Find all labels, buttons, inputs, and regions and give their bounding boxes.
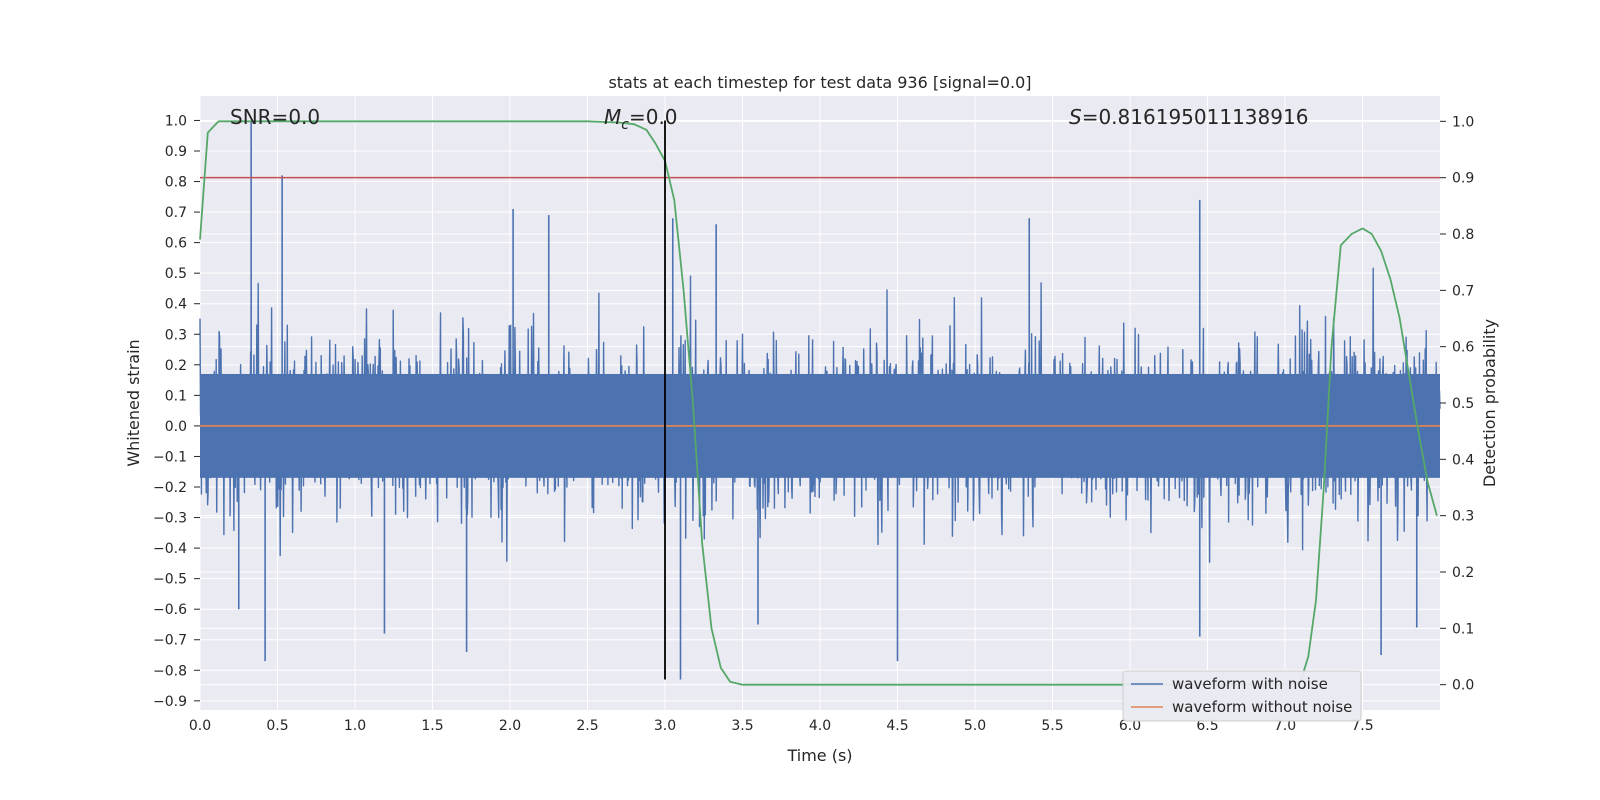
snr-annotation-prefix: SNR= (230, 105, 288, 129)
x-tick-label: 4.0 (809, 718, 831, 734)
x-tick-label: 2.5 (576, 718, 598, 734)
y-tick-label: −0.5 (153, 572, 187, 588)
y-tick-label: −0.3 (153, 511, 187, 527)
y2-tick-label: 0.0 (1452, 678, 1474, 694)
detection-probability-line (199, 120, 1438, 686)
x-tick-label: 0.5 (266, 718, 288, 734)
legend-label-clean: waveform without noise (1172, 698, 1352, 716)
x-tick-label: 1.5 (421, 718, 443, 734)
y2-tick-label: 0.6 (1452, 340, 1474, 356)
y2-tick-label: 0.4 (1452, 452, 1474, 468)
y2-axis-label: Detection probability (1480, 319, 1499, 487)
y2-tick-label: 0.9 (1452, 171, 1474, 187)
x-tick-label: 4.5 (886, 718, 908, 734)
y-tick-label: 0.9 (165, 144, 187, 160)
x-axis-label: Time (s) (786, 746, 852, 765)
y-tick-label: −0.1 (153, 449, 187, 465)
y-tick-label: 0.2 (165, 358, 187, 374)
s-annotation: S=0.816195011138916 (1069, 105, 1308, 129)
y-tick-label: 0.3 (165, 327, 187, 343)
mc-annotation-subscript: c (621, 117, 629, 133)
x-tick-label: 6.5 (1196, 718, 1218, 734)
y-tick-label: 0.5 (165, 266, 187, 282)
y-tick-label: 0.4 (165, 297, 187, 313)
y2-tick-label: 0.5 (1452, 396, 1474, 412)
y-tick-label: 0.7 (165, 205, 187, 221)
y-tick-label: 0.6 (165, 236, 187, 252)
y-tick-label: −0.4 (153, 541, 187, 557)
y-tick-label: 0.0 (165, 419, 187, 435)
y2-tick-label: 0.3 (1452, 509, 1474, 525)
x-tick-label: 2.0 (499, 718, 521, 734)
y-tick-label: −0.6 (153, 602, 187, 618)
s-annotation-value: =0.816195011138916 (1082, 105, 1309, 129)
s-annotation-symbol: S (1069, 105, 1082, 129)
x-tick-label: 5.0 (964, 718, 986, 734)
y-tick-label: 0.8 (165, 175, 187, 191)
mc-annotation: Mc=0.0 (604, 105, 678, 133)
y2-tick-label: 0.8 (1452, 227, 1474, 243)
x-tick-label: 1.0 (344, 718, 366, 734)
y2-tick-label: 0.7 (1452, 283, 1474, 299)
y-tick-label: −0.9 (153, 694, 187, 710)
y-axis-label: Whitened strain (124, 339, 143, 466)
legend-label-noise: waveform with noise (1172, 675, 1328, 693)
snr-annotation: SNR=0.0 (230, 105, 320, 129)
y2-tick-label: 1.0 (1452, 114, 1474, 130)
chart-title: stats at each timestep for test data 936… (608, 73, 1031, 92)
x-tick-label: 3.5 (731, 718, 753, 734)
x-tick-label: 6.0 (1119, 718, 1141, 734)
y-tick-label: −0.2 (153, 480, 187, 496)
mc-annotation-value: =0.0 (629, 105, 678, 129)
x-tick-label: 7.0 (1274, 718, 1296, 734)
x-tick-label: 5.5 (1041, 718, 1063, 734)
x-tick-label: 7.5 (1351, 718, 1373, 734)
legend: waveform with noise waveform without noi… (1122, 670, 1362, 722)
y-tick-label: 1.0 (165, 113, 187, 129)
y-tick-label: −0.7 (153, 633, 187, 649)
mc-annotation-symbol: M (604, 105, 621, 129)
y-tick-label: 0.1 (165, 388, 187, 404)
ticks: 0.0 0.5 1.0 1.5 2.0 2.5 3.0 3.5 4.0 4.5 5.0 5.5 6.0 6… (153, 113, 1474, 734)
y-tick-label: −0.8 (153, 663, 187, 679)
legend-box (1122, 670, 1362, 722)
x-tick-label: 3.0 (654, 718, 676, 734)
x-tick-label: 0.0 (189, 718, 211, 734)
snr-annotation-value: 0.0 (288, 105, 320, 129)
chart-marks (199, 120, 1440, 686)
y2-tick-label: 0.1 (1452, 621, 1474, 637)
y2-tick-label: 0.2 (1452, 565, 1474, 581)
